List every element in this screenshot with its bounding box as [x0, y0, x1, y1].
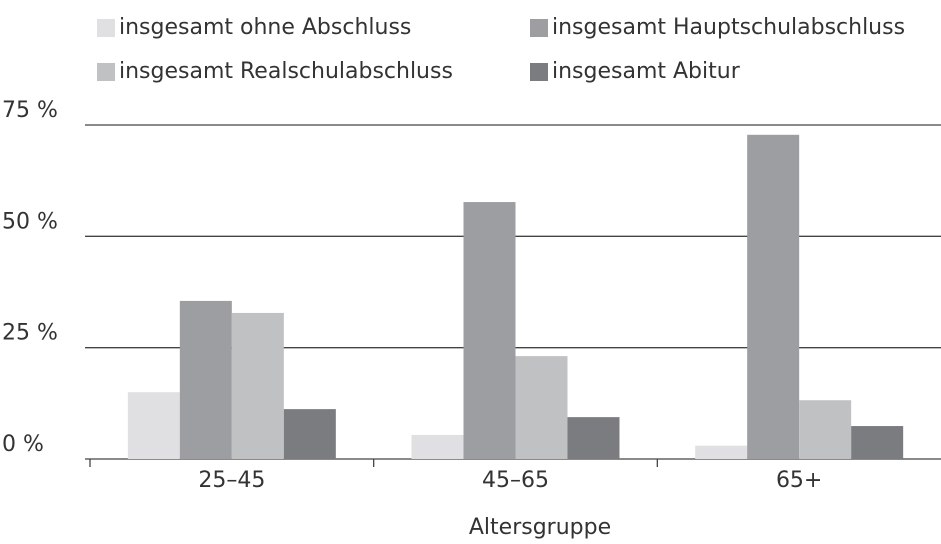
bar — [283, 409, 336, 459]
x-tick-label: 45–65 — [482, 468, 549, 493]
x-tick-label: 65+ — [776, 468, 822, 493]
legend-swatch — [530, 63, 548, 81]
y-tick-label: 50 % — [2, 209, 58, 234]
legend-label: insgesamt Abitur — [552, 59, 741, 84]
legend-label: insgesamt Hauptschulabschluss — [552, 15, 905, 40]
legend-label: insgesamt Realschulabschluss — [119, 59, 453, 84]
legend-swatch — [530, 19, 548, 37]
legend-label: insgesamt ohne Abschluss — [119, 15, 411, 40]
y-tick-label: 0 % — [2, 432, 44, 457]
bar — [127, 392, 180, 459]
legend-swatch — [97, 63, 115, 81]
bar — [231, 312, 284, 459]
bar — [463, 202, 516, 459]
bar — [411, 434, 464, 459]
bar — [799, 400, 852, 459]
bar — [851, 426, 904, 459]
y-tick-label: 25 % — [2, 321, 58, 346]
x-tick-label: 25–45 — [198, 468, 265, 493]
bar — [179, 300, 232, 459]
bar — [695, 445, 748, 459]
bar — [747, 134, 800, 459]
legend-swatch — [97, 19, 115, 37]
y-tick-label: 75 % — [2, 98, 58, 123]
bar — [567, 417, 620, 459]
x-axis-title: Altersgruppe — [469, 515, 611, 540]
bar — [515, 356, 568, 459]
